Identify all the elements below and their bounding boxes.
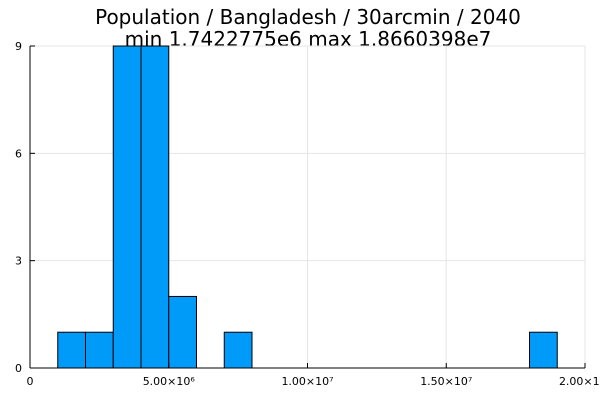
y-tick-label: 6 [15, 147, 22, 160]
y-axis-ticks: 0 3 6 9 [15, 40, 35, 375]
x-tick-label: 1.50×10⁷ [420, 375, 472, 388]
x-tick-label: 0 [27, 375, 34, 388]
y-tick-label: 3 [15, 255, 22, 268]
x-tick-label: 2.00×10⁷ [559, 375, 600, 388]
histogram-bar [140, 45, 170, 369]
y-tick-label: 9 [15, 40, 22, 53]
chart-title-line-1: Population / Bangladesh / 30arcmin / 204… [95, 5, 521, 29]
histogram-bars [57, 45, 558, 369]
histogram-bar [57, 331, 86, 369]
x-tick-label: 5.00×10⁶ [143, 375, 196, 388]
histogram-bar [112, 45, 142, 369]
y-tick-label: 0 [15, 362, 22, 375]
histogram-bar [223, 331, 253, 369]
histogram-bar [529, 331, 558, 369]
histogram-bar [85, 331, 114, 369]
x-tick-label: 1.00×10⁷ [281, 375, 333, 388]
x-axis-ticks: 0 5.00×10⁶ 1.00×10⁷ 1.50×10⁷ 2.00×10⁷ [27, 363, 600, 388]
chart-title: Population / Bangladesh / 30arcmin / 204… [95, 5, 521, 51]
histogram-bar [168, 295, 197, 369]
